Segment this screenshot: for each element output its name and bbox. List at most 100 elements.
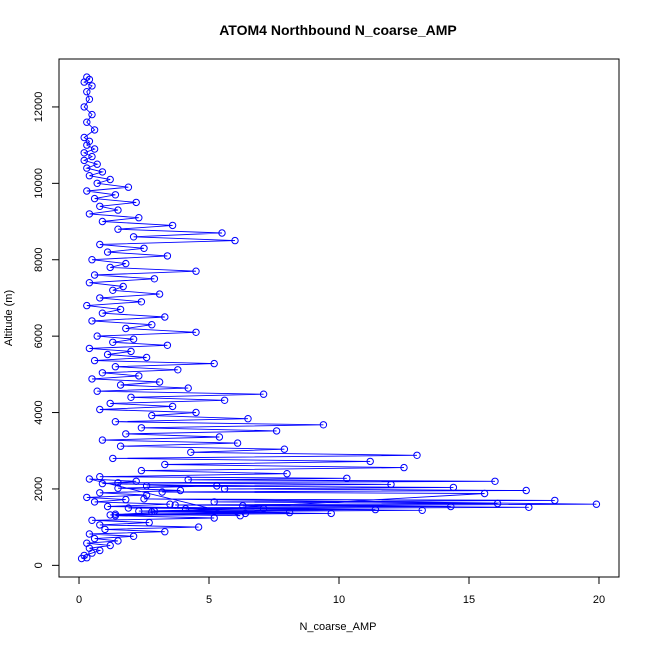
data-point	[283, 470, 291, 478]
data-point	[88, 110, 96, 119]
data-point	[132, 198, 140, 207]
data-point	[236, 512, 244, 520]
y-tick-label: 10000	[33, 168, 45, 199]
data-point	[98, 479, 107, 488]
data-point	[96, 546, 104, 555]
data-point	[135, 507, 143, 515]
data-point	[158, 488, 166, 496]
data-point	[210, 498, 218, 506]
data-point	[85, 95, 94, 104]
data-point	[98, 168, 107, 176]
data-point	[96, 240, 104, 249]
data-point	[116, 442, 125, 450]
data-point	[93, 387, 101, 395]
data-point	[116, 381, 125, 389]
series-line	[81, 76, 597, 559]
data-point	[83, 164, 91, 172]
x-tick-label: 20	[593, 594, 605, 606]
data-point	[145, 518, 153, 527]
data-point	[140, 495, 148, 503]
data-point	[192, 267, 200, 275]
data-point	[210, 359, 218, 368]
data-point	[98, 309, 107, 317]
data-point	[119, 282, 127, 291]
x-tick-label: 0	[76, 594, 82, 606]
x-axis: 0 5 10 15 20	[76, 576, 605, 606]
data-point	[418, 506, 426, 514]
data-point	[387, 480, 395, 489]
data-point	[551, 496, 559, 505]
data-point	[181, 505, 190, 513]
data-point	[233, 439, 242, 447]
data-point	[150, 275, 159, 283]
data-point	[184, 476, 192, 484]
data-point	[83, 554, 91, 562]
data-point	[80, 149, 88, 157]
data-point	[285, 508, 294, 517]
chart-title: ATOM4 Northbound N_coarse_AMP	[219, 22, 457, 38]
data-point	[122, 324, 130, 333]
data-point	[124, 183, 133, 191]
data-point	[174, 366, 182, 374]
data-point	[83, 493, 91, 502]
data-point	[83, 88, 91, 96]
data-point	[98, 217, 107, 226]
data-point	[88, 256, 96, 264]
data-point	[88, 375, 96, 383]
data-point	[85, 137, 94, 146]
data-point	[491, 477, 499, 485]
data-point	[210, 514, 218, 522]
data-point	[80, 156, 88, 165]
y-axis-label: Altitude (m)	[3, 290, 15, 346]
data-point	[122, 259, 130, 268]
data-point	[447, 502, 455, 511]
data-point	[83, 187, 91, 195]
data-point	[135, 214, 143, 222]
data-point	[106, 263, 114, 272]
data-point	[184, 384, 192, 392]
data-point	[111, 363, 120, 371]
data-point	[192, 328, 200, 336]
data-point	[93, 160, 101, 168]
data-point	[137, 298, 146, 306]
data-point	[85, 172, 94, 180]
data-point	[163, 252, 172, 260]
data-point	[239, 502, 247, 510]
y-tick-label: 0	[33, 562, 45, 568]
data-point	[85, 210, 94, 218]
data-point	[319, 421, 328, 429]
data-point	[127, 393, 135, 401]
data-point	[168, 402, 177, 411]
data-point	[96, 405, 104, 414]
data-point	[90, 145, 99, 153]
data-point	[83, 301, 91, 310]
data-point	[80, 551, 88, 560]
data-point	[220, 485, 229, 493]
data-point	[137, 424, 146, 432]
data-point	[93, 179, 101, 188]
data-point	[187, 448, 195, 456]
data-point	[90, 534, 99, 543]
data-point	[111, 191, 120, 199]
data-point	[124, 504, 133, 512]
data-point	[168, 221, 177, 230]
data-point	[220, 396, 229, 404]
y-tick-label: 8000	[33, 248, 45, 272]
data-point	[218, 229, 226, 237]
data-point	[127, 347, 135, 356]
data-point	[88, 317, 96, 325]
data-point	[109, 454, 117, 463]
data-point	[83, 73, 91, 81]
data-point	[142, 482, 151, 490]
data-point	[163, 341, 172, 349]
data-point	[106, 541, 114, 550]
data-point	[343, 474, 351, 482]
data-point	[90, 194, 99, 203]
data-point	[155, 290, 164, 298]
data-point	[98, 436, 107, 444]
data-point	[140, 244, 148, 253]
data-point	[215, 433, 224, 441]
data-point	[114, 206, 122, 214]
y-tick-label: 6000	[33, 324, 45, 348]
